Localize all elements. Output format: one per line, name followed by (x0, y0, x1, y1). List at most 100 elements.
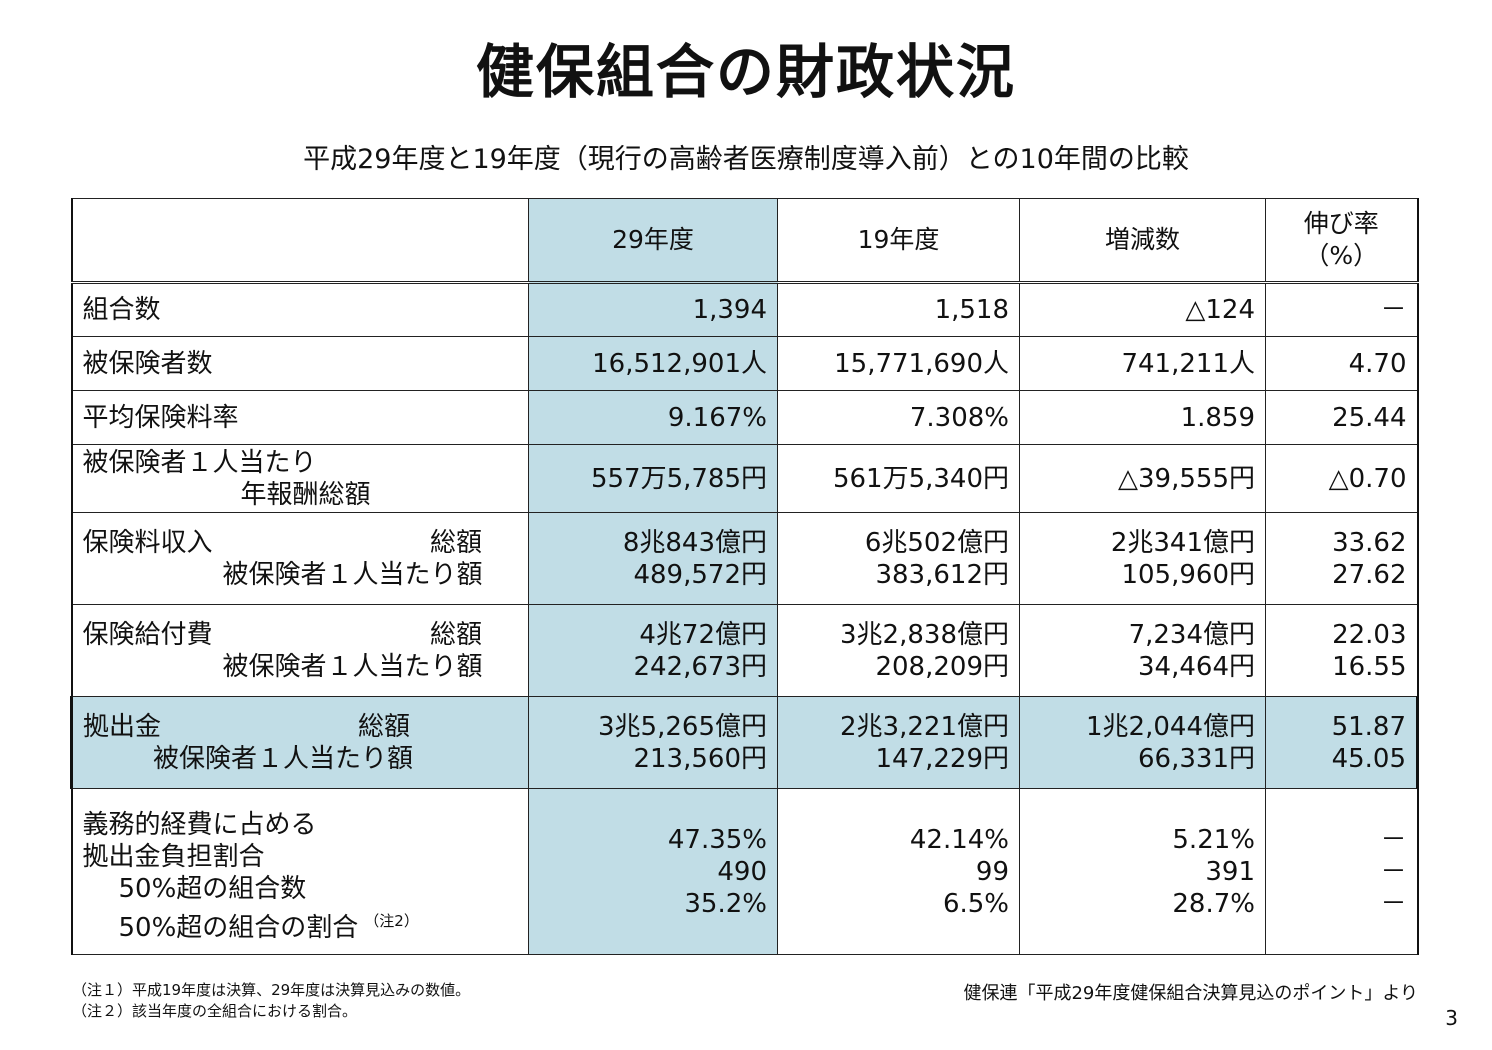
row-label-line4-text: 50%超の組合の割合 (118, 913, 359, 943)
row-label-line1: 義務的経費に占める (82, 810, 317, 840)
page-subtitle: 平成29年度と19年度（現行の高齢者医療制度導入前）との10年間の比較 (303, 144, 1189, 175)
cell-fy29: 1,394 (528, 282, 778, 337)
cell-count: 391 (1205, 856, 1255, 887)
header-fy29: 29年度 (528, 198, 778, 283)
cell-fy19: 2兆3,221億円 147,229円 (777, 696, 1020, 789)
table-row-futan: 義務的経費に占める 拠出金負担割合 50%超の組合数 50%超の組合の割合 （注2… (70, 788, 1419, 955)
cell-per-person: 489,572円 (633, 559, 767, 590)
cell-diff: 1.859 (1019, 390, 1266, 445)
cell-per-person: 45.05 (1331, 743, 1406, 774)
cell-per-person: 16.55 (1332, 651, 1407, 682)
row-label-line2: 拠出金負担割合 (82, 842, 265, 872)
cell-rate: 22.03 16.55 (1265, 604, 1419, 697)
row-label-line2: 年報酬総額 (240, 479, 371, 510)
cell-per-person: 208,209円 (875, 651, 1009, 682)
cell-fy19: 15,771,690人 (777, 336, 1020, 391)
cell-diff: 1兆2,044億円 66,331円 (1019, 696, 1266, 789)
cell-diff: △124 (1019, 282, 1266, 337)
row-label: 保険料収入 総額 被保険者１人当たり額 (70, 512, 529, 605)
cell-total: 8兆843億円 (622, 527, 767, 558)
cell-rate: 4.70 (1265, 336, 1419, 391)
cell-diff: 7,234億円 34,464円 (1019, 604, 1266, 697)
row-label-total: 総額 (429, 619, 482, 650)
row-label-total: 総額 (357, 711, 410, 742)
cell-count: － (1380, 856, 1407, 887)
table-header-row: 29年度 19年度 増減数 伸び率 （%） (70, 198, 1419, 283)
cell-rate: △0.70 (1265, 444, 1419, 513)
table-row-hihoken: 被保険者数 16,512,901人 15,771,690人 741,211人 4… (70, 336, 1419, 391)
table-row-kyufu: 保険給付費 総額 被保険者１人当たり額 4兆72億円 242,673円 3兆2,… (70, 604, 1419, 697)
row-label: 拠出金 総額 被保険者１人当たり額 (70, 696, 529, 789)
row-label-line1: 拠出金 (83, 711, 162, 742)
cell-fy19: 42.14% 99 6.5% (777, 788, 1020, 955)
cell-rate: 25.44 (1265, 390, 1419, 445)
header-fy19: 19年度 (777, 198, 1020, 283)
table-row-kumiai: 組合数 1,394 1,518 △124 － (70, 282, 1419, 337)
cell-per-person: 27.62 (1332, 559, 1407, 590)
row-label: 平均保険料率 (70, 390, 529, 445)
cell-per-person: 34,464円 (1138, 651, 1255, 682)
row-label: 組合数 (70, 282, 529, 337)
table-row-hokenryoritsu: 平均保険料率 9.167% 7.308% 1.859 25.44 (70, 390, 1419, 445)
cell-ratio: 5.21% (1172, 824, 1255, 855)
header-growth-rate-line2: （%） (1304, 241, 1379, 270)
cell-total: 3兆5,265億円 (598, 711, 767, 742)
cell-per-person: 147,229円 (875, 743, 1009, 774)
cell-diff: 2兆341億円 105,960円 (1019, 512, 1266, 605)
cell-fy29: 8兆843億円 489,572円 (528, 512, 778, 605)
cell-fy19: 6兆502億円 383,612円 (777, 512, 1020, 605)
cell-fy19: 1,518 (777, 282, 1020, 337)
cell-total: 2兆3,221億円 (840, 711, 1009, 742)
page-number: 3 (1445, 1006, 1458, 1030)
table-row-shunyu: 保険料収入 総額 被保険者１人当たり額 8兆843億円 489,572円 6兆5… (70, 512, 1419, 605)
cell-share: 35.2% (684, 888, 767, 919)
cell-diff: 5.21% 391 28.7% (1019, 788, 1266, 955)
header-growth-rate: 伸び率 （%） (1265, 198, 1419, 283)
row-label-line1: 保険給付費 (82, 619, 213, 650)
source-citation: 健保連「平成29年度健保組合決算見込のポイント」より (963, 983, 1418, 1004)
row-label-line2: 被保険者１人当たり額 (153, 743, 414, 774)
cell-per-person: 242,673円 (633, 651, 767, 682)
footnotes: （注１）平成19年度は決算、29年度は決算見込みの数値。 （注２）該当年度の全組… (72, 980, 470, 1022)
cell-per-person: 105,960円 (1121, 559, 1255, 590)
row-label-line1: 被保険者１人当たり (82, 447, 317, 478)
cell-total: 22.03 (1332, 619, 1407, 650)
cell-fy29: 4兆72億円 242,673円 (528, 604, 778, 697)
cell-total: 2兆341億円 (1110, 527, 1255, 558)
row-label-line2: 被保険者１人当たり額 (222, 651, 483, 682)
cell-ratio: 42.14% (909, 824, 1009, 855)
cell-fy29: 557万5,785円 (528, 444, 778, 513)
cell-ratio: 47.35% (667, 824, 767, 855)
cell-total: 33.62 (1332, 527, 1407, 558)
cell-per-person: 383,612円 (875, 559, 1009, 590)
header-blank-cell (70, 198, 529, 283)
cell-total: 3兆2,838億円 (840, 619, 1009, 650)
cell-fy29: 9.167% (528, 390, 778, 445)
cell-total: 6兆502億円 (864, 527, 1009, 558)
cell-total: 4兆72億円 (639, 619, 767, 650)
cell-diff: 741,211人 (1019, 336, 1266, 391)
row-label: 義務的経費に占める 拠出金負担割合 50%超の組合数 50%超の組合の割合 （注2… (70, 788, 529, 955)
cell-ratio: － (1380, 824, 1407, 855)
page-title: 健保組合の財政状況 (475, 38, 1016, 106)
header-diff: 増減数 (1019, 198, 1266, 283)
cell-share: 28.7% (1172, 888, 1255, 919)
cell-total: 1兆2,044億円 (1086, 711, 1255, 742)
cell-rate: － (1265, 282, 1419, 337)
row-label-total: 総額 (429, 527, 482, 558)
table-row-kyoshutsu: 拠出金 総額 被保険者１人当たり額 3兆5,265億円 213,560円 2兆3… (70, 696, 1419, 789)
cell-total: 7,234億円 (1128, 619, 1255, 650)
cell-rate: 51.87 45.05 (1265, 696, 1419, 789)
cell-total: 51.87 (1331, 711, 1406, 742)
cell-share: － (1380, 888, 1407, 919)
cell-fy19: 7.308% (777, 390, 1020, 445)
cell-count: 99 (975, 856, 1009, 887)
cell-share: 6.5% (942, 888, 1009, 919)
cell-fy19: 561万5,340円 (777, 444, 1020, 513)
row-label-line2: 被保険者１人当たり額 (222, 559, 483, 590)
row-label: 被保険者１人当たり 年報酬総額 (70, 444, 529, 513)
table-row-houshu: 被保険者１人当たり 年報酬総額 557万5,785円 561万5,340円 △3… (70, 444, 1419, 513)
footnote-2: （注２）該当年度の全組合における割合。 (72, 1002, 358, 1020)
cell-rate: － － － (1265, 788, 1419, 955)
row-label-line4: 50%超の組合の割合 （注2） (83, 905, 519, 944)
